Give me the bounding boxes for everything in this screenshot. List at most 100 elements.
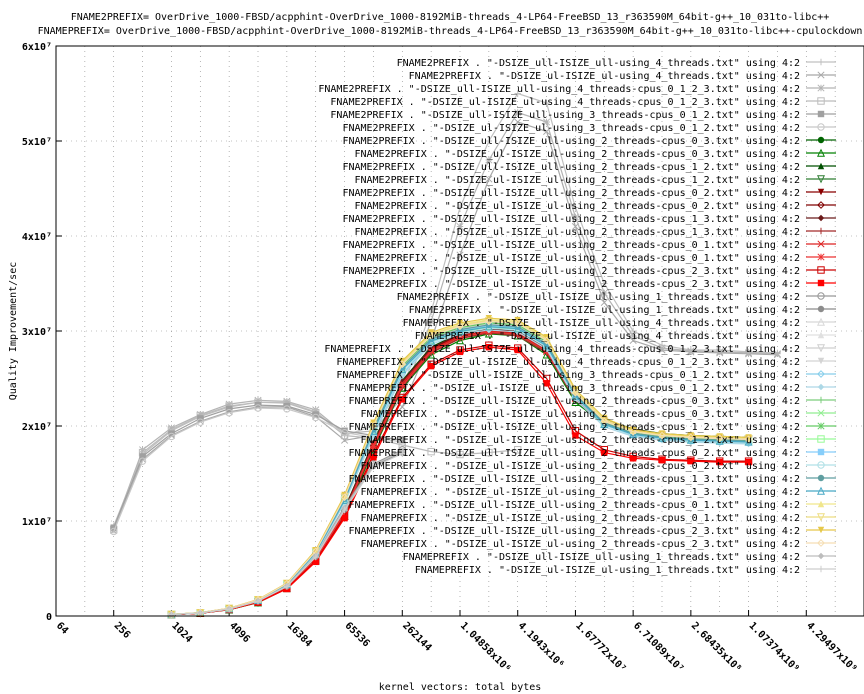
legend-label: FNAMEPREFIX . "-DSIZE_ul-ISIZE_ul-using_…: [361, 487, 801, 498]
y-tick-label: 3x10⁷: [22, 327, 52, 338]
data-point: [398, 360, 407, 369]
data-point: [817, 214, 825, 222]
legend-entry: FNAME2PREFIX . "-DSIZE_ul-ISIZE_ul-using…: [330, 97, 836, 108]
plot-frame: [55, 45, 864, 617]
legend-entry: FNAMEPREFIX . "-DSIZE_ull-ISIZE_ull-usin…: [403, 317, 836, 329]
data-point: [312, 553, 319, 561]
legend-entry: FNAME2PREFIX . "-DSIZE_ul-ISIZE_ul-using…: [354, 201, 836, 212]
data-point: [196, 411, 204, 419]
legend-entry: FNAME2PREFIX . "-DSIZE_ull-ISIZE_ull-usi…: [342, 136, 836, 147]
legend-entry: FNAME2PREFIX . "-DSIZE_ull-ISIZE_ull-usi…: [342, 214, 836, 225]
legend-label: FNAME2PREFIX . "-DSIZE_ul-ISIZE_ul-using…: [354, 279, 800, 290]
series-37: [167, 317, 753, 619]
data-point: [341, 514, 348, 522]
x-tick-label: 16384: [285, 620, 314, 649]
data-point: [369, 442, 377, 450]
legend-label: FNAME2PREFIX . "-DSIZE_ul-ISIZE_ul-using…: [354, 227, 800, 238]
legend-label: FNAMEPREFIX . "-DSIZE_ul-ISIZE_ul-using_…: [415, 331, 800, 342]
data-point: [139, 453, 146, 460]
data-point: [817, 292, 825, 300]
series-line: [113, 121, 778, 531]
x-tick-label: 4096: [227, 620, 252, 645]
legend-label: FNAMEPREFIX . "-DSIZE_ull-ISIZE_ull-usin…: [348, 422, 800, 433]
legend-label: FNAMEPREFIX . "-DSIZE_ull-ISIZE_ull-usin…: [403, 552, 800, 563]
y-tick-label: 4x10⁷: [22, 232, 52, 243]
data-point: [817, 539, 825, 547]
data-point: [629, 426, 637, 433]
x-tick-label: 256: [112, 620, 133, 641]
data-point: [686, 435, 695, 444]
legend-label: FNAME2PREFIX . "-DSIZE_ull-ISIZE_ull-usi…: [342, 162, 800, 173]
legend-label: FNAMEPREFIX . "-DSIZE_ul-ISIZE_ul-using_…: [361, 539, 801, 550]
data-point: [817, 188, 825, 196]
legend-entry: FNAME2PREFIX . "-DSIZE_ul-ISIZE_ul-using…: [409, 305, 836, 316]
legend-entry: FNAME2PREFIX . "-DSIZE_ull-ISIZE_ull-usi…: [397, 292, 836, 303]
legend-entry: FNAMEPREFIX . "-DSIZE_ull-ISIZE_ull-usin…: [348, 396, 836, 407]
series-line: [113, 92, 778, 527]
data-point: [427, 308, 435, 316]
data-point: [817, 331, 825, 339]
legend-entry: FNAMEPREFIX . "-DSIZE_ul-ISIZE_ul-using_…: [348, 383, 836, 394]
legend-entry: FNAME2PREFIX . "-DSIZE_ull-ISIZE_ull-usi…: [342, 188, 836, 199]
data-point: [485, 343, 493, 351]
data-point: [817, 474, 825, 482]
data-point: [817, 58, 825, 66]
legend-label: FNAME2PREFIX . "-DSIZE_ull-ISIZE_ull-usi…: [397, 292, 800, 303]
data-point: [817, 201, 825, 209]
data-point: [629, 430, 638, 439]
data-point: [715, 434, 724, 443]
data-point: [543, 99, 550, 107]
legend-label: FNAME2PREFIX . "-DSIZE_ul-ISIZE_ul-using…: [342, 123, 800, 134]
data-point: [399, 396, 406, 403]
legend-entry: FNAME2PREFIX . "-DSIZE_ul-ISIZE_ul-using…: [409, 71, 836, 82]
data-point: [817, 71, 825, 79]
data-point: [254, 404, 262, 412]
legend-label: FNAME2PREFIX . "-DSIZE_ul-ISIZE_ul-using…: [330, 97, 800, 108]
data-point: [398, 365, 407, 374]
data-point: [484, 317, 493, 326]
data-point: [817, 435, 825, 443]
legend-label: FNAMEPREFIX . "-DSIZE_ul-ISIZE_ul-using_…: [361, 513, 801, 524]
data-point: [196, 418, 204, 426]
data-point: [572, 204, 579, 211]
data-point: [456, 204, 464, 211]
data-point: [816, 148, 826, 157]
data-point: [687, 432, 695, 439]
data-point: [312, 558, 319, 566]
data-point: [817, 110, 825, 118]
legend-label: FNAMEPREFIX . "-DSIZE_ull-ISIZE_ull-usin…: [324, 344, 800, 355]
data-point: [817, 500, 825, 508]
x-tick-label: 64: [54, 620, 70, 636]
legend-entry: FNAMEPREFIX . "-DSIZE_ul-ISIZE_ul-using_…: [361, 539, 836, 550]
data-point: [601, 449, 608, 456]
legend-entry: FNAMEPREFIX . "-DSIZE_ul-ISIZE_ul-using_…: [361, 513, 836, 524]
data-point: [572, 432, 579, 439]
y-tick-label: 5x10⁷: [22, 137, 52, 148]
y-tick-label: 6x10⁷: [22, 42, 52, 53]
data-point: [716, 458, 723, 466]
data-point: [456, 333, 464, 341]
data-point: [167, 432, 176, 441]
legend-entry: FNAMEPREFIX . "-DSIZE_ul-ISIZE_ul-using_…: [361, 409, 836, 420]
data-point: [340, 493, 349, 502]
legend-label: FNAME2PREFIX . "-DSIZE_ul-ISIZE_ul-using…: [409, 71, 800, 82]
data-point: [658, 344, 666, 352]
data-point: [110, 527, 118, 536]
data-point: [254, 396, 262, 404]
legend-entry: FNAMEPREFIX . "-DSIZE_ull-ISIZE_ull-usin…: [348, 474, 836, 485]
data-point: [485, 175, 493, 183]
legend-label: FNAME2PREFIX . "-DSIZE_ull-ISIZE_ull-usi…: [342, 240, 800, 251]
data-point: [514, 118, 522, 126]
data-point: [138, 457, 147, 465]
data-point: [167, 424, 175, 432]
legend-label: FNAMEPREFIX . "-DSIZE_ull-ISIZE_ull-usin…: [348, 526, 800, 537]
x-tick-label: 1.67772x10⁷: [573, 620, 628, 675]
data-point: [340, 428, 349, 437]
legend-label: FNAMEPREFIX . "-DSIZE_ul-ISIZE_ul-using_…: [336, 357, 800, 368]
x-tick-label: 262144: [400, 620, 433, 653]
data-point: [817, 422, 825, 430]
data-point: [658, 457, 666, 464]
data-point: [254, 598, 262, 605]
data-point: [427, 447, 435, 456]
